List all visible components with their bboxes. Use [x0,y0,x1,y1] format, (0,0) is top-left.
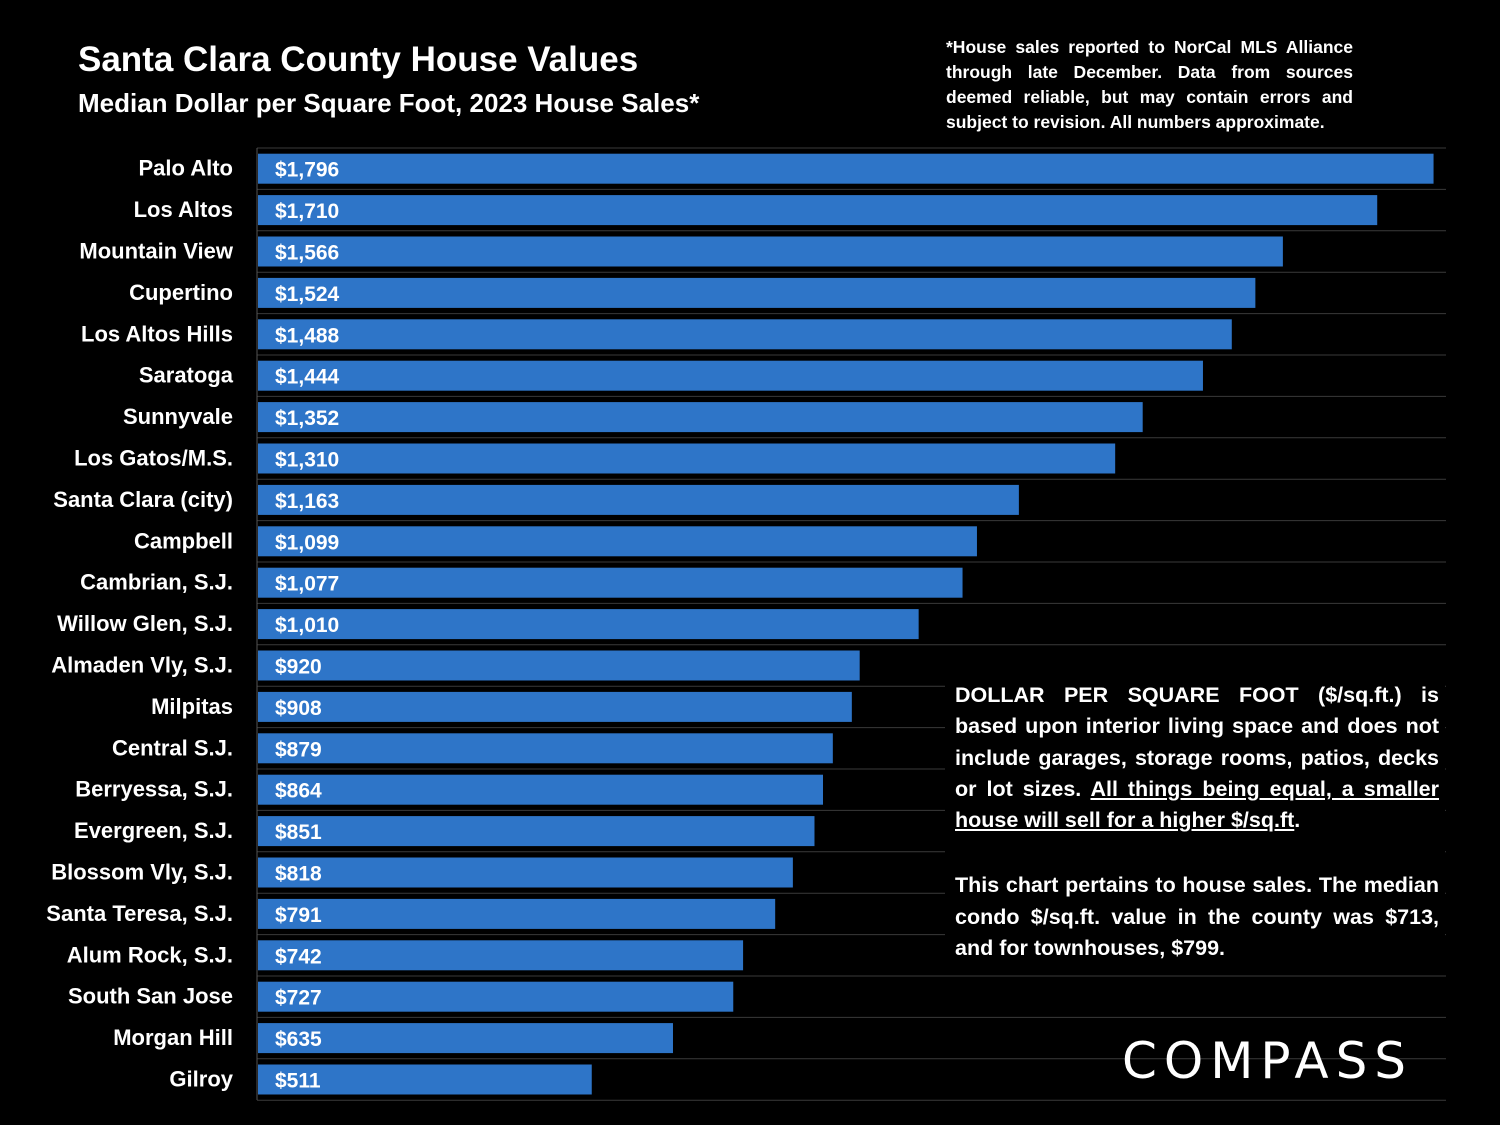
category-label: Morgan Hill [113,1025,233,1050]
bar [258,567,963,598]
category-label: Evergreen, S.J. [74,818,233,843]
bar [258,443,1116,474]
category-label: Willow Glen, S.J. [57,611,233,636]
bar-value-label: $1,524 [275,283,340,306]
bar [258,898,776,929]
bar [258,277,1256,308]
bar [258,195,1378,226]
category-label: Saratoga [139,363,234,388]
category-label: Santa Clara (city) [53,487,233,512]
category-label: Berryessa, S.J. [75,777,233,802]
category-label: Cupertino [129,280,233,305]
bar-value-label: $908 [275,697,322,720]
bar-value-label: $791 [275,904,322,927]
note-paragraph-condo: This chart pertains to house sales. The … [955,873,1439,961]
chart-title: Santa Clara County House Values [78,40,639,79]
category-label: Santa Teresa, S.J. [46,901,233,926]
note-definition-text: DOLLAR PER SQUARE FOOT ($/sq.ft.) is bas… [955,683,1439,801]
bar-value-label: $1,488 [275,324,340,347]
bar-value-label: $1,710 [275,200,339,223]
note-paragraph-definition: DOLLAR PER SQUARE FOOT ($/sq.ft.) is bas… [955,680,1439,836]
note-underlined-text: All things being equal, a smaller house … [955,776,1439,833]
bar [258,153,1434,184]
bar [258,484,1019,515]
bar-value-label: $1,444 [275,366,340,389]
category-label: Sunnyvale [123,404,233,429]
bar [258,940,744,971]
bar-value-label: $511 [275,1070,321,1093]
category-label: Cambrian, S.J. [80,570,233,595]
category-label: South San Jose [68,984,233,1009]
category-label: Alum Rock, S.J. [67,942,233,967]
bar-value-label: $742 [275,945,322,968]
category-label: Campbell [134,528,233,553]
definition-note: DOLLAR PER SQUARE FOOT ($/sq.ft.) is bas… [955,680,1439,965]
bar [258,691,852,722]
category-label: Los Altos [134,197,233,222]
bar-value-label: $920 [275,656,322,679]
bar [258,1023,673,1054]
category-label: Los Altos Hills [81,321,233,346]
footnote: *House sales reported to NorCal MLS Alli… [946,37,1353,132]
bar [258,360,1203,391]
bars: $1,796 $1,710 $1,566 $1,524 $1,488 $1,444 $1,3… [258,153,1434,1095]
note-period: . [1294,808,1301,833]
category-label: Almaden Vly, S.J. [51,653,233,678]
bar-value-label: $1,796 [275,159,339,182]
bar-value-label: $635 [275,1028,322,1051]
bar-value-label: $864 [275,780,322,803]
category-label: Mountain View [79,239,233,264]
chart-subtitle: Median Dollar per Square Foot, 2023 Hous… [78,88,700,118]
bar-value-label: $1,566 [275,242,339,265]
category-label: Los Gatos/M.S. [74,446,233,471]
bar-value-label: $1,310 [275,449,339,472]
bar-value-label: $1,352 [275,407,339,430]
category-label: Central S.J. [112,735,233,760]
category-label: Blossom Vly, S.J. [51,860,233,885]
bar-value-label: $1,163 [275,490,339,513]
compass-logo: COMPASS [1122,1032,1414,1090]
bar-value-label: $1,099 [275,531,339,554]
bar [258,526,977,557]
bar-value-label: $851 [275,821,322,844]
bar [258,733,833,764]
bar [258,319,1232,350]
bar-value-label: $1,010 [275,614,339,637]
bar [258,1064,592,1095]
bar [258,650,860,681]
bar [258,981,734,1012]
bar [258,402,1143,433]
bar-value-label: $727 [275,987,322,1010]
bar-value-label: $818 [275,863,322,886]
bar-value-label: $1,077 [275,573,339,596]
bar [258,236,1283,267]
bar [258,609,919,640]
bar [258,774,824,805]
category-label: Milpitas [151,694,233,719]
category-labels: Palo Alto Los Altos Mountain View Cupertino… [46,156,234,1092]
bar [258,857,793,888]
bar-value-label: $879 [275,738,322,761]
category-label: Gilroy [169,1067,233,1092]
category-label: Palo Alto [138,156,233,181]
bar [258,816,815,847]
